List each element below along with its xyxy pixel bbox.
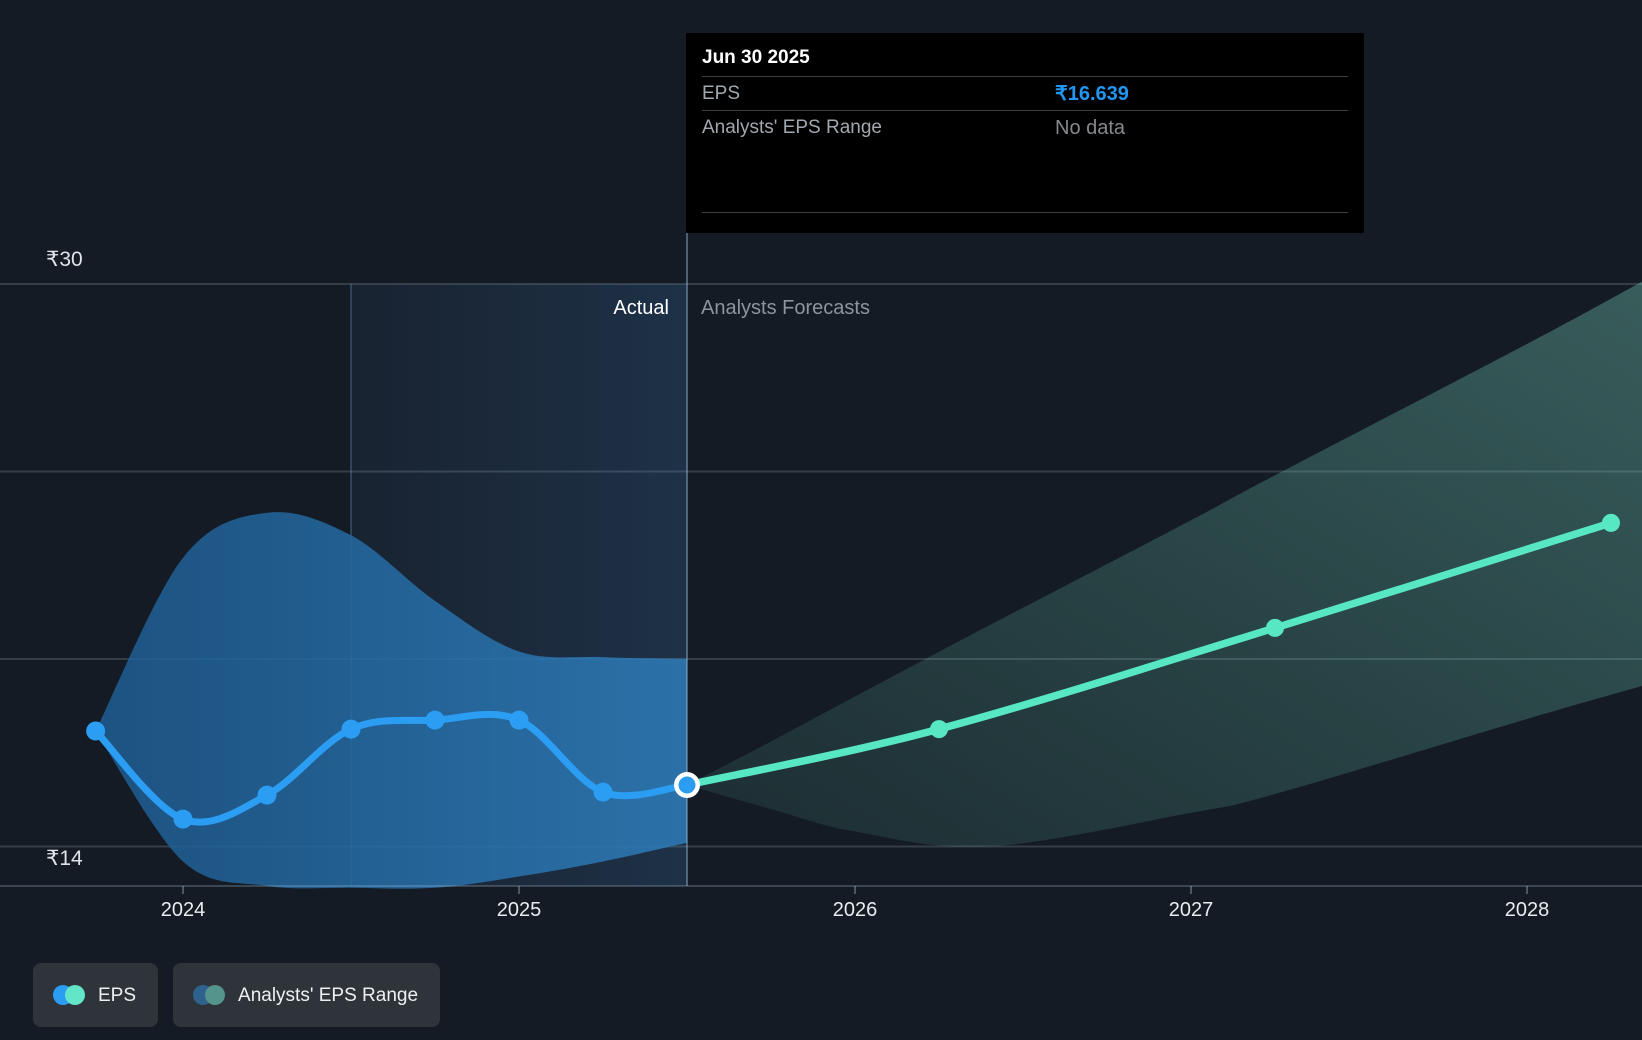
legend-item-eps-range-label: Analysts' EPS Range [238, 984, 419, 1006]
tooltip-row-eps-range: Analysts' EPS Range No data [702, 111, 1348, 145]
chart-legend: EPS Analysts' EPS Range [33, 963, 441, 1027]
eps-range-legend-swatch-icon [193, 985, 226, 1005]
tooltip-date: Jun 30 2025 [702, 33, 1348, 77]
tooltip-eps-label: EPS [702, 82, 741, 104]
tooltip-bottom-divider [702, 212, 1348, 213]
range-teal-dot-icon [205, 985, 226, 1005]
tooltip-spacer [702, 145, 1348, 212]
legend-item-eps[interactable]: EPS [33, 963, 159, 1027]
tooltip-eps-range-label: Analysts' EPS Range [702, 117, 882, 138]
eps-legend-swatch-icon [53, 985, 85, 1005]
legend-item-eps-label: EPS [98, 984, 137, 1006]
tooltip-eps-value: ₹16.639 [1055, 83, 1129, 105]
tooltip-eps-range-value: No data [1055, 116, 1126, 139]
chart-tooltip: Jun 30 2025 EPS ₹16.639 Analysts' EPS Ra… [686, 33, 1364, 233]
legend-item-eps-range[interactable]: Analysts' EPS Range [173, 963, 441, 1027]
tooltip-row-eps: EPS ₹16.639 [702, 77, 1348, 111]
eps-teal-dot-icon [65, 985, 85, 1005]
